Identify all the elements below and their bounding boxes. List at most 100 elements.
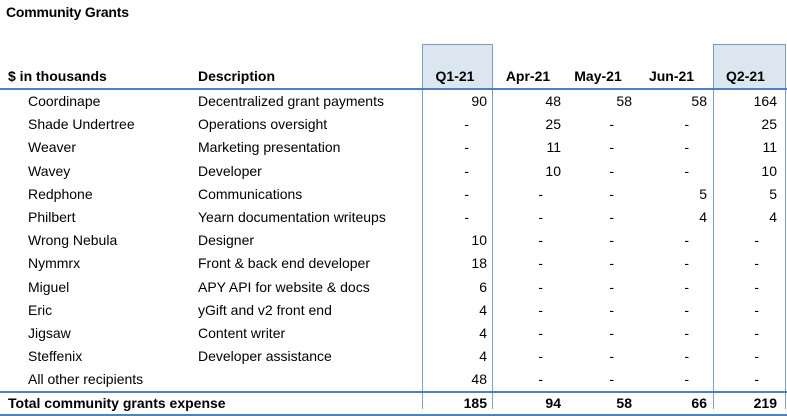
cell-may-21: - [609, 255, 614, 272]
cell-apr-21: 11 [546, 139, 561, 156]
table-title: Community Grants [6, 4, 129, 20]
header-apr-21: Apr-21 [505, 68, 551, 84]
cell-apr-21: - [538, 232, 543, 249]
header-q2-21: Q2-21 [726, 68, 765, 84]
cell-q1-21: 4 [479, 324, 487, 341]
cell-q1-21: - [464, 116, 469, 133]
cell-q1-21: 48 [471, 371, 487, 388]
cell-q2-21: 11 [762, 139, 777, 156]
cell-q1-21: 10 [471, 232, 487, 249]
cell-name: Steffenix [28, 348, 83, 365]
cell-may-21: - [609, 185, 614, 202]
table-row: All other recipients 48 - - - - [0, 368, 787, 391]
cell-apr-21: - [538, 301, 543, 318]
cell-apr-21: - [538, 278, 543, 295]
cell-q2-21: - [754, 278, 759, 295]
cell-q1-21: 18 [471, 255, 487, 272]
table-body: Coordinape Decentralized grant payments 90… [0, 90, 787, 391]
cell-q1-21: - [464, 162, 469, 179]
header-q1-21: Q1-21 [435, 68, 475, 84]
cell-q2-21: 4 [769, 208, 777, 225]
header-jun-21: Jun-21 [648, 68, 695, 84]
cell-q1-21: 4 [479, 301, 487, 318]
table-row: Coordinape Decentralized grant payments 90… [0, 90, 787, 113]
cell-description: Front & back end developer [198, 255, 370, 272]
table-row: Miguel APY API for website & docs 6 - - - - [0, 276, 787, 299]
cell-q2-21: - [754, 255, 759, 272]
cell-apr-21: 10 [545, 162, 561, 179]
cell-name: Miguel [28, 278, 70, 295]
cell-description: Marketing presentation [198, 139, 341, 156]
cell-apr-21: - [538, 208, 543, 225]
cell-apr-21: - [538, 185, 543, 202]
table-row: Jigsaw Content writer 4 - - - - [0, 322, 787, 345]
cell-jun-21: - [684, 255, 689, 272]
cell-apr-21: 25 [545, 116, 561, 133]
cell-q1-21: - [464, 139, 469, 156]
cell-q2-21: 10 [761, 162, 777, 179]
table-row: Steffenix Developer assistance 4 - - - - [0, 345, 787, 368]
table-row: Nymmrx Front & back end developer 18 - - - - [0, 252, 787, 275]
header-name: $ in thousands [8, 68, 107, 84]
cell-description: Developer assistance [198, 348, 332, 365]
q2-column-border-left [713, 88, 714, 409]
cell-description: Content writer [198, 324, 286, 341]
table-row: Wavey Developer - 10 - - 10 [0, 160, 787, 183]
cell-apr-21: - [538, 324, 543, 341]
cell-may-21: - [609, 278, 614, 295]
cell-may-21: - [609, 139, 614, 156]
table-row: Philbert Yearn documentation writeups - - - 4… [0, 206, 787, 229]
cell-q1-21: - [464, 208, 469, 225]
cell-name: Wrong Nebula [28, 232, 118, 249]
cell-q2-21: 25 [761, 116, 777, 133]
cell-may-21: - [609, 162, 614, 179]
cell-jun-21: 5 [699, 185, 707, 202]
cell-jun-21: - [684, 116, 689, 133]
cell-may-21: - [609, 116, 614, 133]
cell-jun-21: - [684, 371, 689, 388]
cell-apr-21: - [538, 255, 543, 272]
table-row: Eric yGift and v2 front end 4 - - - - [0, 299, 787, 322]
cell-jun-21: 4 [699, 208, 707, 225]
cell-q2-21: - [754, 301, 759, 318]
total-may-21: 58 [616, 395, 632, 412]
cell-name: Coordinape [28, 93, 101, 109]
cell-apr-21: - [538, 371, 543, 388]
total-apr-21: 94 [545, 395, 561, 412]
cell-description: yGift and v2 front end [198, 301, 332, 318]
cell-q1-21: 4 [479, 348, 487, 365]
total-row: Total community grants expense 185 94 58… [0, 391, 787, 416]
header-may-21: May-21 [574, 68, 622, 84]
cell-name: Eric [28, 301, 53, 318]
cell-jun-21: - [684, 278, 689, 295]
cell-q2-21: 5 [769, 185, 777, 202]
cell-name: Redphone [28, 185, 93, 202]
cell-may-21: - [609, 301, 614, 318]
cell-may-21: 58 [616, 93, 632, 109]
cell-name: Philbert [28, 208, 76, 225]
cell-jun-21: - [684, 162, 689, 179]
cell-q2-21: - [754, 324, 759, 341]
cell-q1-21: 6 [479, 278, 487, 295]
cell-may-21: - [609, 371, 614, 388]
cell-jun-21: - [684, 232, 689, 249]
q1-header-highlight [422, 44, 493, 89]
cell-description [198, 368, 422, 391]
cell-description: Communications [198, 185, 303, 202]
cell-jun-21: - [684, 139, 689, 156]
table-header-row: $ in thousands Description Q1-21 Apr-21 … [0, 64, 787, 90]
cell-name: Wavey [28, 162, 71, 179]
cell-may-21: - [609, 208, 614, 225]
cell-description: Designer [198, 232, 255, 249]
table-row: Shade Undertree Operations oversight - 25 - -… [0, 113, 787, 136]
cell-name: Jigsaw [28, 324, 71, 341]
cell-may-21: - [609, 348, 614, 365]
cell-q1-21: - [464, 185, 469, 202]
cell-jun-21: - [684, 348, 689, 365]
table-row: Weaver Marketing presentation - 11 - - 11 [0, 136, 787, 159]
total-jun-21: 66 [691, 395, 707, 412]
cell-q2-21: 164 [753, 93, 777, 109]
cell-may-21: - [609, 232, 614, 249]
header-description: Description [198, 68, 276, 84]
cell-jun-21: 58 [691, 93, 707, 109]
